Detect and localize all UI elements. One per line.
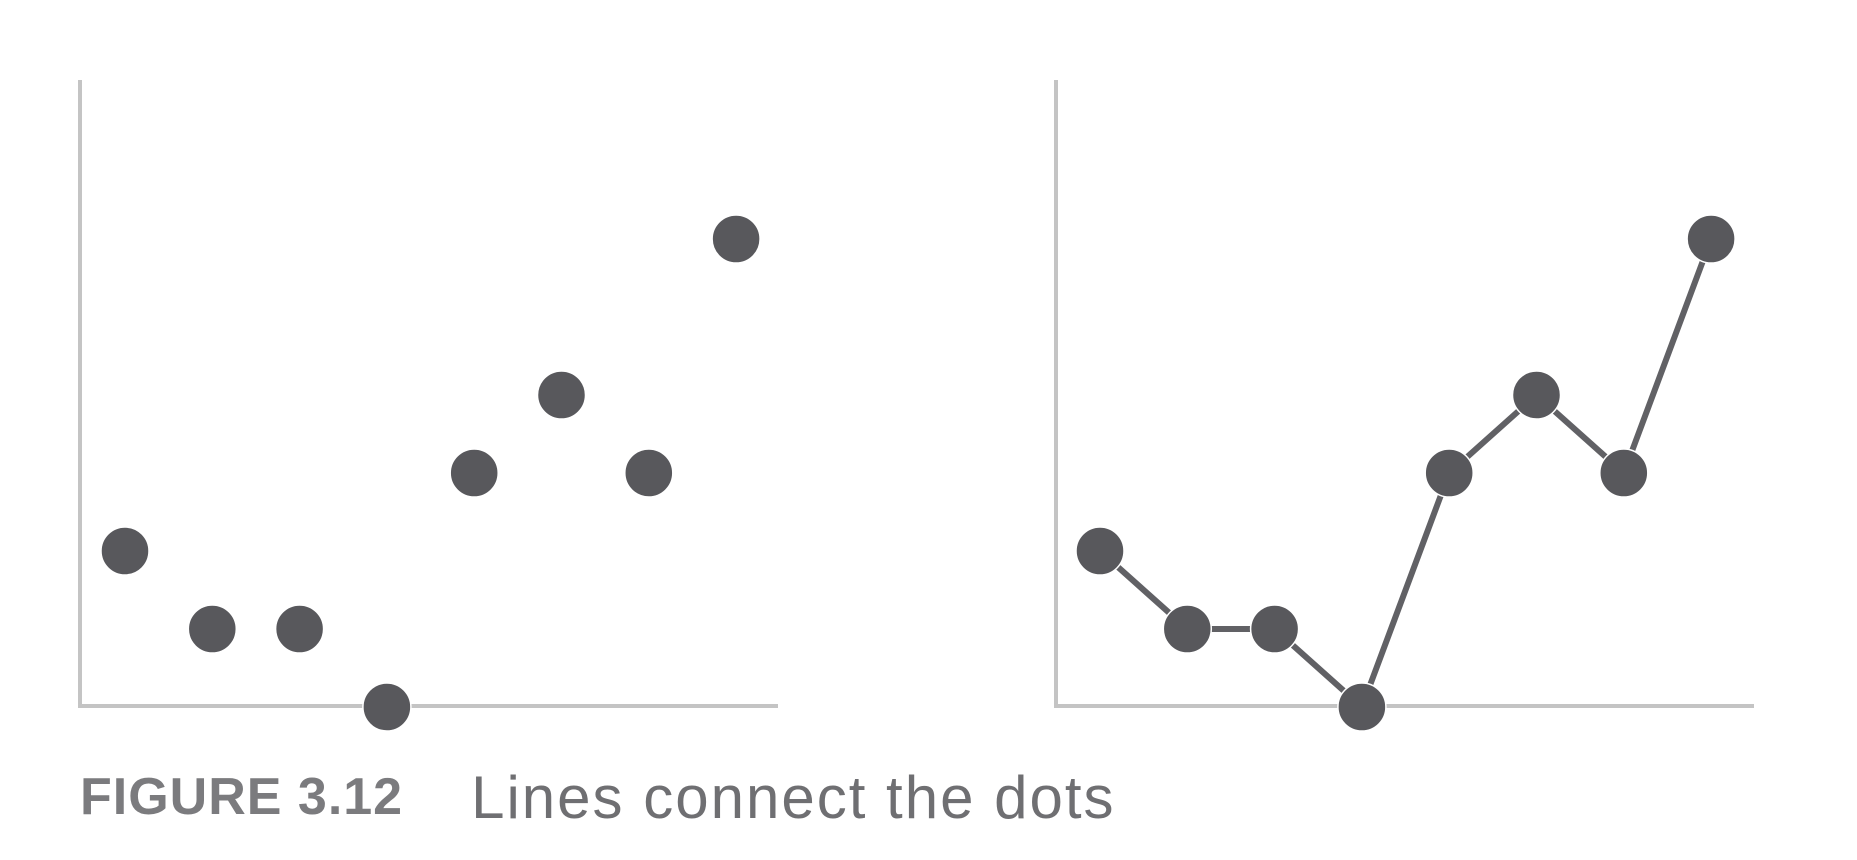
data-point (100, 526, 150, 576)
line-segment (1358, 470, 1453, 710)
data-point (449, 448, 499, 498)
right-line-panel (1054, 80, 1754, 732)
data-point (1075, 526, 1125, 576)
left-scatter-panel (78, 80, 778, 732)
figure-number: FIGURE 3.12 (80, 768, 404, 826)
line-segment (1620, 236, 1715, 476)
data-point (1424, 448, 1474, 498)
data-point (1249, 604, 1300, 654)
data-point (1599, 448, 1649, 498)
data-point (1162, 604, 1213, 654)
data-point (536, 370, 587, 420)
figure-caption: FIGURE 3.12 Lines connect the dots (80, 762, 1116, 832)
data-point (362, 682, 412, 732)
data-point (187, 604, 238, 654)
data-point (274, 604, 325, 654)
data-point (624, 448, 674, 498)
data-point (1337, 682, 1387, 732)
data-point (1511, 370, 1562, 420)
figure-title: Lines connect the dots (471, 763, 1116, 831)
data-point (711, 214, 761, 264)
data-point (1686, 214, 1736, 264)
